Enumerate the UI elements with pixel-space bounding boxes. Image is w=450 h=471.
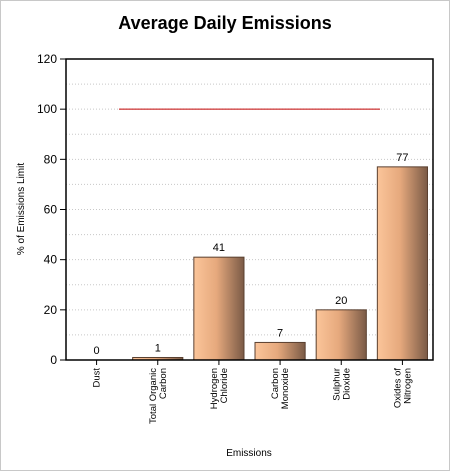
bar xyxy=(254,341,306,361)
x-tick-label: Dust xyxy=(92,368,103,388)
y-tick-label: 100 xyxy=(37,102,57,116)
x-tick-label-line: Dust xyxy=(92,368,103,388)
x-tick-label: Oxides of Nitrogen xyxy=(392,368,413,408)
y-tick-label: 40 xyxy=(44,253,58,267)
x-tick-label-line: Monoxide xyxy=(280,368,291,409)
x-tick-label-line: Nitrogen xyxy=(402,368,413,404)
x-tick-label: Carbon Monoxide xyxy=(270,368,291,409)
y-tick-label: 60 xyxy=(44,203,58,217)
x-tick-label-line: Total Organic xyxy=(148,368,159,424)
x-tick-label-line: Dioxide xyxy=(341,368,352,400)
x-tick-label-line: Sulphur xyxy=(331,368,342,401)
data-label: 0 xyxy=(94,345,100,357)
bar xyxy=(193,256,245,361)
data-label: 20 xyxy=(335,295,347,307)
chart-title: Average Daily Emissions xyxy=(118,13,331,33)
data-label: 41 xyxy=(213,242,225,254)
bar xyxy=(315,309,367,361)
x-tick-label-line: Chloride xyxy=(219,368,230,403)
x-tick-label: Hydrogen Chloride xyxy=(209,368,230,409)
y-tick-label: 120 xyxy=(37,52,57,66)
data-label: 1 xyxy=(155,342,161,354)
y-tick-label: 20 xyxy=(44,303,58,317)
plot-border xyxy=(65,58,434,361)
x-tick-label-line: Oxides of xyxy=(392,368,403,408)
data-label: 7 xyxy=(277,327,283,339)
data-label: 77 xyxy=(396,152,408,164)
x-tick-label-line: Hydrogen xyxy=(209,368,220,409)
y-axis-title: % of Emissions Limit xyxy=(16,163,27,255)
x-tick-label-line: Carbon xyxy=(158,368,169,399)
x-axis-title: Emissions xyxy=(226,448,272,459)
y-tick-label: 80 xyxy=(44,152,58,166)
bar xyxy=(376,166,428,361)
x-tick-label: Total Organic Carbon xyxy=(148,368,169,424)
x-tick-label-line: Carbon xyxy=(270,368,281,399)
y-tick-label: 0 xyxy=(50,353,57,367)
x-tick-label: Sulphur Dioxide xyxy=(331,368,352,401)
